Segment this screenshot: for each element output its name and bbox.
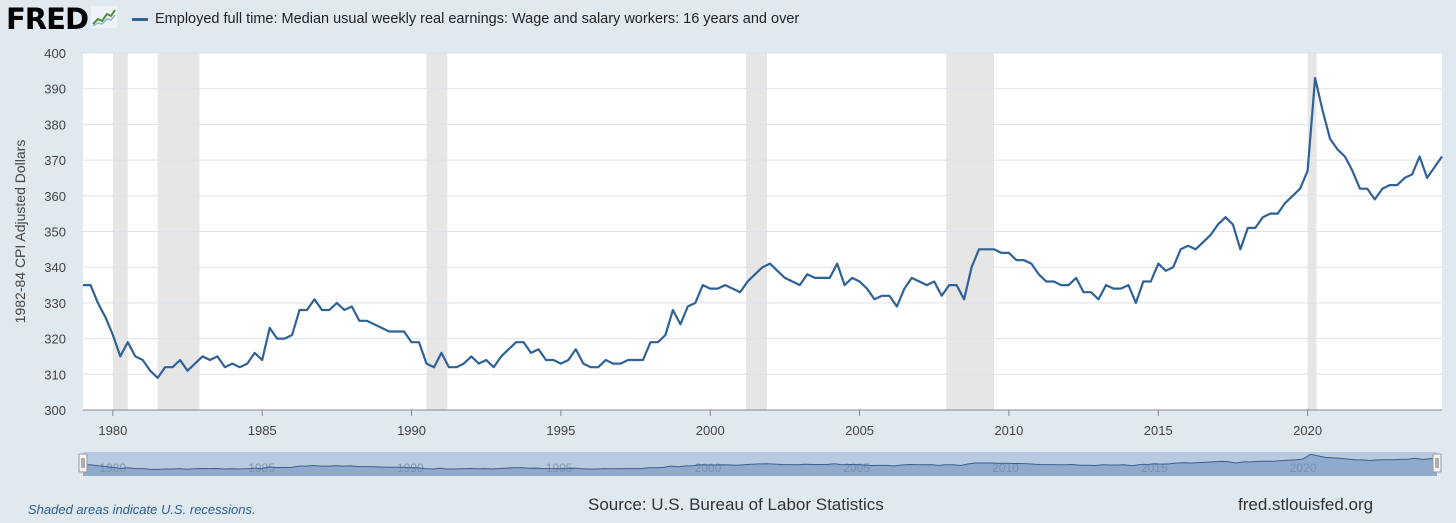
navigator-area <box>83 454 1437 476</box>
y-tick-label: 300 <box>44 403 66 418</box>
y-tick-label: 310 <box>44 367 66 382</box>
y-tick-label: 340 <box>44 260 66 275</box>
logo-text: FRED <box>6 2 89 36</box>
legend-swatch <box>132 17 148 21</box>
fred-logo[interactable]: FRED <box>6 2 118 36</box>
x-tick-label: 1990 <box>397 423 426 438</box>
y-tick-label: 360 <box>44 189 66 204</box>
x-tick-label: 2010 <box>994 423 1023 438</box>
source-url-link[interactable]: fred.stlouisfed.org <box>1238 495 1374 514</box>
source-text: Source: U.S. Bureau of Labor Statistics <box>588 495 884 514</box>
navigator-line <box>83 453 1438 471</box>
y-tick-label: 390 <box>44 82 66 97</box>
y-tick-label: 320 <box>44 332 66 347</box>
x-tick-label: 2020 <box>1293 423 1322 438</box>
y-tick-label: 350 <box>44 225 66 240</box>
x-tick-label: 2005 <box>845 423 874 438</box>
y-tick-label: 380 <box>44 117 66 132</box>
y-tick-label: 370 <box>44 153 66 168</box>
navigator-right-handle[interactable] <box>1432 453 1442 473</box>
chart-legend[interactable]: Employed full time: Median usual weekly … <box>132 11 799 27</box>
chart-header: FRED Employed full time: Median usual we… <box>0 0 1456 40</box>
y-axis-label: 1982-84 CPI Adjusted Dollars <box>12 140 28 324</box>
x-tick-label: 2000 <box>696 423 725 438</box>
y-tick-label: 330 <box>44 296 66 311</box>
legend-label: Employed full time: Median usual weekly … <box>155 11 800 27</box>
y-tick-label: 400 <box>44 46 66 61</box>
x-tick-label: 2015 <box>1144 423 1173 438</box>
x-tick-label: 1980 <box>98 423 127 438</box>
chart-line-icon <box>91 5 118 33</box>
series-line <box>83 76 1443 379</box>
x-tick-label: 1985 <box>248 423 277 438</box>
navigator-left-handle[interactable] <box>78 453 88 473</box>
recession-note: Shaded areas indicate U.S. recessions. <box>28 502 256 517</box>
x-tick-label: 1995 <box>546 423 575 438</box>
